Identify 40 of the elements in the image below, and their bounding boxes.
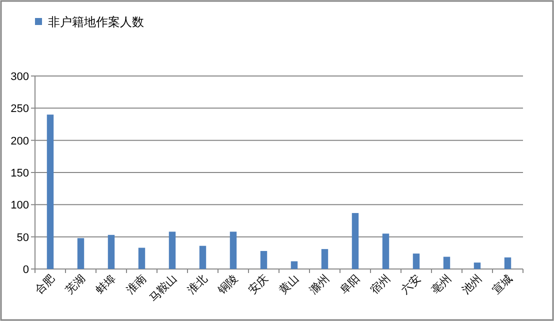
bar xyxy=(46,114,54,269)
x-tick-label: 淮北 xyxy=(185,272,210,297)
bar xyxy=(412,254,420,269)
bar xyxy=(138,248,146,269)
bar xyxy=(382,234,390,269)
y-tick-label: 50 xyxy=(16,232,29,244)
x-tick-label: 芜湖 xyxy=(63,272,88,297)
bar xyxy=(352,213,359,269)
y-tick-label: 100 xyxy=(10,200,29,212)
bar xyxy=(321,249,328,269)
x-tick-label: 阜阳 xyxy=(338,272,362,297)
y-tick-label: 200 xyxy=(10,135,29,148)
x-tick-label: 蚌埠 xyxy=(94,272,118,297)
x-tick-label: 宿州 xyxy=(368,272,393,297)
bar xyxy=(168,232,176,269)
x-tick-label: 六安 xyxy=(398,272,424,297)
y-tick-label: 300 xyxy=(10,71,29,83)
bar xyxy=(108,234,115,269)
x-tick-label: 滁州 xyxy=(307,272,332,297)
y-tick-label: 150 xyxy=(10,168,29,180)
x-tick-label: 宣城 xyxy=(490,272,515,297)
bar xyxy=(260,250,268,269)
bar xyxy=(77,238,84,269)
bar xyxy=(474,262,481,269)
x-tick-label: 亳州 xyxy=(429,272,454,297)
x-tick-label: 淮南 xyxy=(124,272,149,297)
x-tick-label: 黄山 xyxy=(276,272,302,297)
bar xyxy=(199,246,206,269)
bar xyxy=(443,256,450,269)
x-tick-label: 马鞍山 xyxy=(146,272,180,304)
y-tick-label: 0 xyxy=(22,264,29,276)
x-tick-label: 合肥 xyxy=(32,272,58,297)
bar xyxy=(230,232,237,269)
y-tick-label: 250 xyxy=(10,103,29,116)
x-tick-label: 池州 xyxy=(460,272,484,297)
bar xyxy=(290,261,298,269)
bar xyxy=(504,257,512,269)
x-tick-label: 安庆 xyxy=(246,272,271,297)
legend-label: 非户籍地作案人数 xyxy=(48,15,144,29)
x-tick-label: 铜陵 xyxy=(216,272,240,298)
